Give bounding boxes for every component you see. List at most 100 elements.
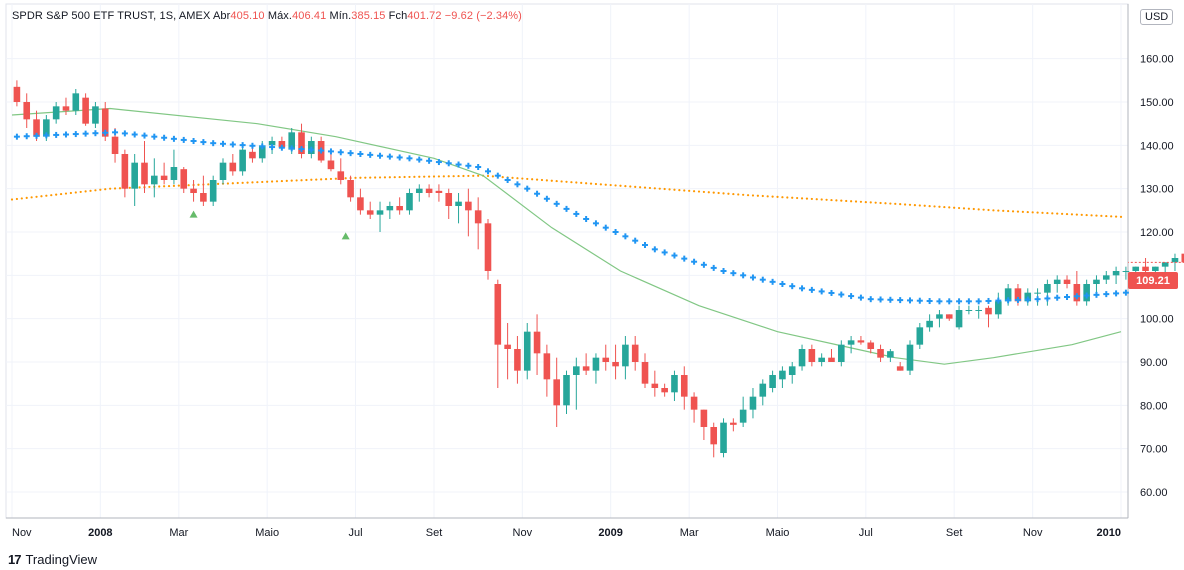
candle-body — [573, 366, 580, 375]
ma-dot — [1051, 212, 1054, 215]
ma-dot — [575, 181, 578, 184]
ma-dot — [781, 196, 784, 199]
candle-body — [455, 201, 462, 206]
ma-dot — [751, 194, 755, 197]
candle — [847, 336, 855, 354]
ma-dot — [869, 201, 872, 204]
ma-dot — [99, 188, 102, 191]
ma-dot — [40, 195, 43, 198]
cross-marker — [239, 142, 246, 149]
candle-body — [887, 351, 894, 358]
candle-body — [1132, 266, 1140, 271]
ma-dot — [241, 181, 244, 184]
ma-dot — [742, 193, 745, 196]
ma-dot — [256, 181, 259, 184]
tradingview-logo[interactable]: 17 TradingView — [8, 552, 97, 567]
signal-up-triangle — [189, 210, 198, 218]
cross-marker — [357, 151, 364, 157]
ma-dot — [447, 175, 450, 178]
ma-dot — [10, 198, 14, 201]
ma-dot — [962, 207, 966, 210]
ma-dot — [658, 187, 661, 190]
ma-dot — [270, 180, 274, 183]
candle — [131, 154, 138, 206]
ma-dot — [1095, 214, 1098, 217]
ma-dot — [830, 198, 833, 202]
cross-marker — [298, 146, 305, 153]
ma-dot — [967, 207, 970, 210]
candle-body — [926, 320, 933, 328]
ma-dot — [344, 177, 347, 180]
candle-body — [445, 193, 453, 206]
candle — [435, 184, 443, 202]
candle-body — [465, 201, 472, 211]
ma-dot — [207, 183, 210, 186]
candle — [298, 123, 305, 159]
candle-body — [602, 357, 610, 362]
cross-marker — [789, 283, 796, 290]
ma-dot — [820, 198, 823, 201]
cross-marker — [220, 140, 227, 147]
cross-marker — [534, 190, 541, 197]
ma-dot — [800, 197, 804, 200]
ma-dot — [879, 201, 882, 205]
change-value: −9.62 (−2.34%) — [444, 10, 522, 22]
candle — [52, 102, 60, 124]
ma-dot — [516, 177, 519, 180]
candle — [474, 197, 482, 250]
cross-marker — [661, 249, 668, 256]
ma-dot — [1026, 210, 1029, 214]
candle — [641, 353, 649, 388]
x-tick-label: Set — [946, 527, 963, 539]
ma-dot — [374, 176, 377, 179]
candle — [877, 344, 884, 362]
ma-dot — [756, 194, 759, 197]
y-tick-label: 90.00 — [1140, 357, 1168, 369]
candle — [1122, 266, 1130, 280]
y-tick-label: 150.00 — [1140, 97, 1174, 109]
ma-dot — [305, 178, 308, 182]
ma-dot — [452, 175, 455, 178]
candle-body — [141, 162, 148, 185]
cross-marker — [269, 144, 276, 151]
ma-dot — [560, 180, 563, 183]
open-value: 405.10 — [230, 10, 265, 22]
cross-marker — [33, 132, 40, 139]
cross-marker — [514, 181, 521, 188]
ma-dot — [1100, 214, 1103, 217]
cross-marker — [681, 255, 688, 262]
cross-marker — [161, 134, 168, 141]
ma-dot — [437, 175, 441, 178]
cross-marker — [720, 268, 727, 274]
candle-body — [376, 210, 384, 215]
candle-body — [278, 141, 286, 148]
cross-marker — [151, 133, 158, 140]
ma-dot — [383, 176, 387, 179]
ma-dot — [982, 208, 985, 211]
cross-marker — [779, 281, 786, 287]
ma-dot — [555, 179, 558, 183]
ma-dot — [884, 202, 887, 205]
currency-button[interactable]: USD — [1140, 9, 1174, 25]
signal-up-triangle — [341, 232, 350, 240]
ma-dot — [329, 177, 333, 181]
candle — [151, 158, 158, 198]
candle-body — [327, 160, 335, 170]
ma-dot — [594, 182, 598, 186]
candle-body — [612, 362, 619, 367]
ma-dot — [805, 197, 809, 200]
candle-body — [396, 206, 403, 211]
cross-marker — [995, 297, 1002, 304]
candle — [936, 310, 943, 328]
candle — [1112, 266, 1120, 284]
x-tick-label: Set — [426, 527, 443, 539]
candle-body — [92, 106, 99, 124]
ma-dot — [545, 179, 548, 182]
candle-body — [425, 188, 433, 193]
cross-marker — [553, 200, 560, 207]
ma-dot — [84, 190, 87, 193]
candle — [916, 323, 924, 349]
candle — [92, 102, 99, 128]
candle — [739, 396, 747, 427]
